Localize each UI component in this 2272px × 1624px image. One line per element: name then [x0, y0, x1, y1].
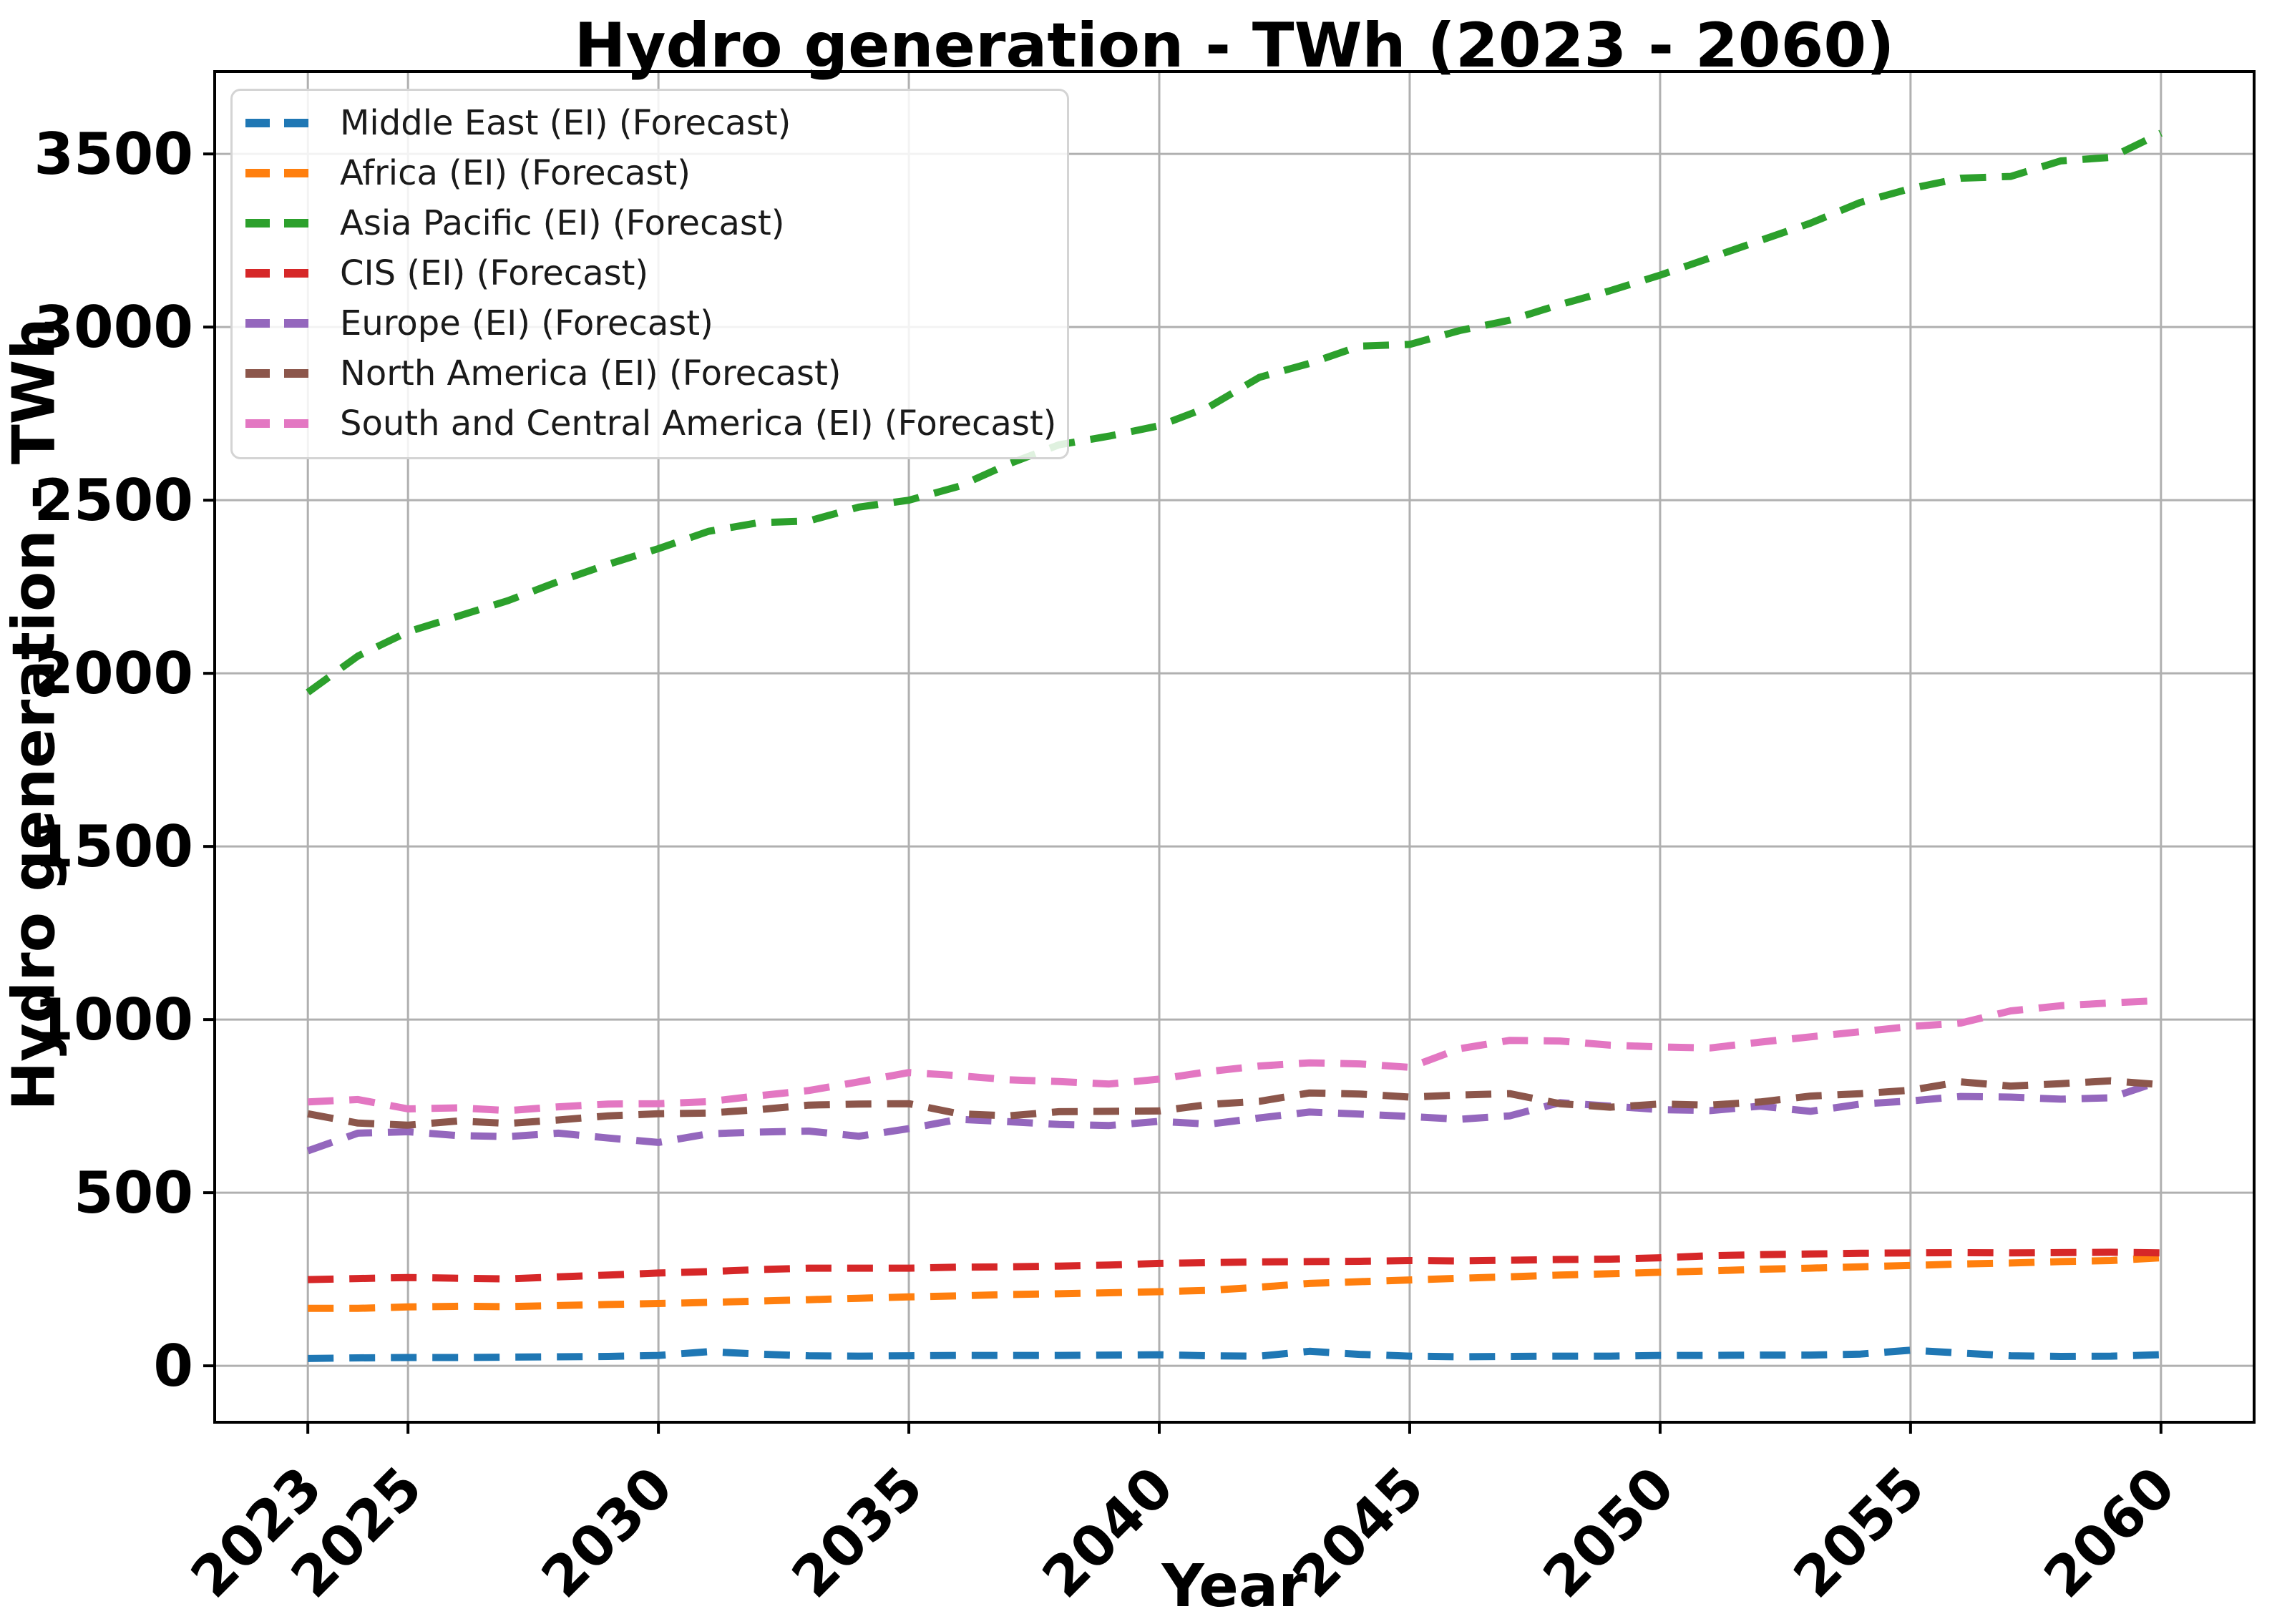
legend-label: North America (EI) (Forecast): [340, 353, 842, 393]
legend-dash-swatch: [245, 169, 317, 177]
series-line-north-america-ei-forecast: [307, 1077, 2162, 1129]
y-tick-label: 500: [74, 1160, 193, 1226]
series-line-asia-pacific-ei-forecast: [306, 129, 2163, 695]
series-line-europe-ei-forecast: [306, 1077, 2163, 1155]
legend-dash-swatch: [245, 419, 317, 428]
series-line-cis-ei-forecast: [308, 1248, 2161, 1283]
legend-label: Middle East (EI) (Forecast): [340, 103, 791, 143]
chart-title: Hydro generation - TWh (2023 - 2060): [574, 10, 1895, 82]
legend-item: Europe (EI) (Forecast): [245, 298, 1067, 348]
y-tick-label: 1500: [34, 813, 193, 880]
series-line-middle-east-ei-forecast: [308, 1346, 2161, 1362]
x-axis-label: Year: [1161, 1552, 1307, 1620]
legend-label: Asia Pacific (EI) (Forecast): [340, 203, 785, 243]
legend-dash-swatch: [245, 319, 317, 328]
y-tick-label: 0: [153, 1333, 193, 1399]
legend-label: South and Central America (EI) (Forecast…: [340, 403, 1057, 444]
legend-item: South and Central America (EI) (Forecast…: [245, 398, 1067, 449]
legend-dash-swatch: [245, 219, 317, 228]
series-line-africa-ei-forecast: [308, 1254, 2162, 1312]
y-tick-label: 3500: [34, 121, 193, 187]
legend-dash-swatch: [245, 369, 317, 378]
legend-item: North America (EI) (Forecast): [245, 348, 1067, 398]
plot-border: [213, 70, 2256, 1424]
y-tick-label: 3000: [34, 294, 193, 361]
legend-label: Africa (EI) (Forecast): [340, 153, 691, 193]
legend-label: Europe (EI) (Forecast): [340, 303, 713, 343]
y-axis-label: Hydro generation - TWh: [0, 318, 69, 1111]
legend-item: Middle East (EI) (Forecast): [245, 98, 1067, 148]
legend-dash-swatch: [245, 119, 317, 127]
legend-dash-swatch: [245, 269, 317, 278]
legend-item: CIS (EI) (Forecast): [245, 248, 1067, 298]
legend-label: CIS (EI) (Forecast): [340, 253, 649, 293]
y-tick-label: 1000: [34, 987, 193, 1053]
series-line-south-and-central-america-ei-forecast: [307, 997, 2162, 1115]
y-tick-label: 2500: [34, 467, 193, 534]
y-tick-label: 2000: [34, 640, 193, 707]
legend-item: Africa (EI) (Forecast): [245, 148, 1067, 198]
legend-item: Asia Pacific (EI) (Forecast): [245, 198, 1067, 248]
legend: Middle East (EI) (Forecast) Africa (EI) (…: [230, 89, 1069, 459]
